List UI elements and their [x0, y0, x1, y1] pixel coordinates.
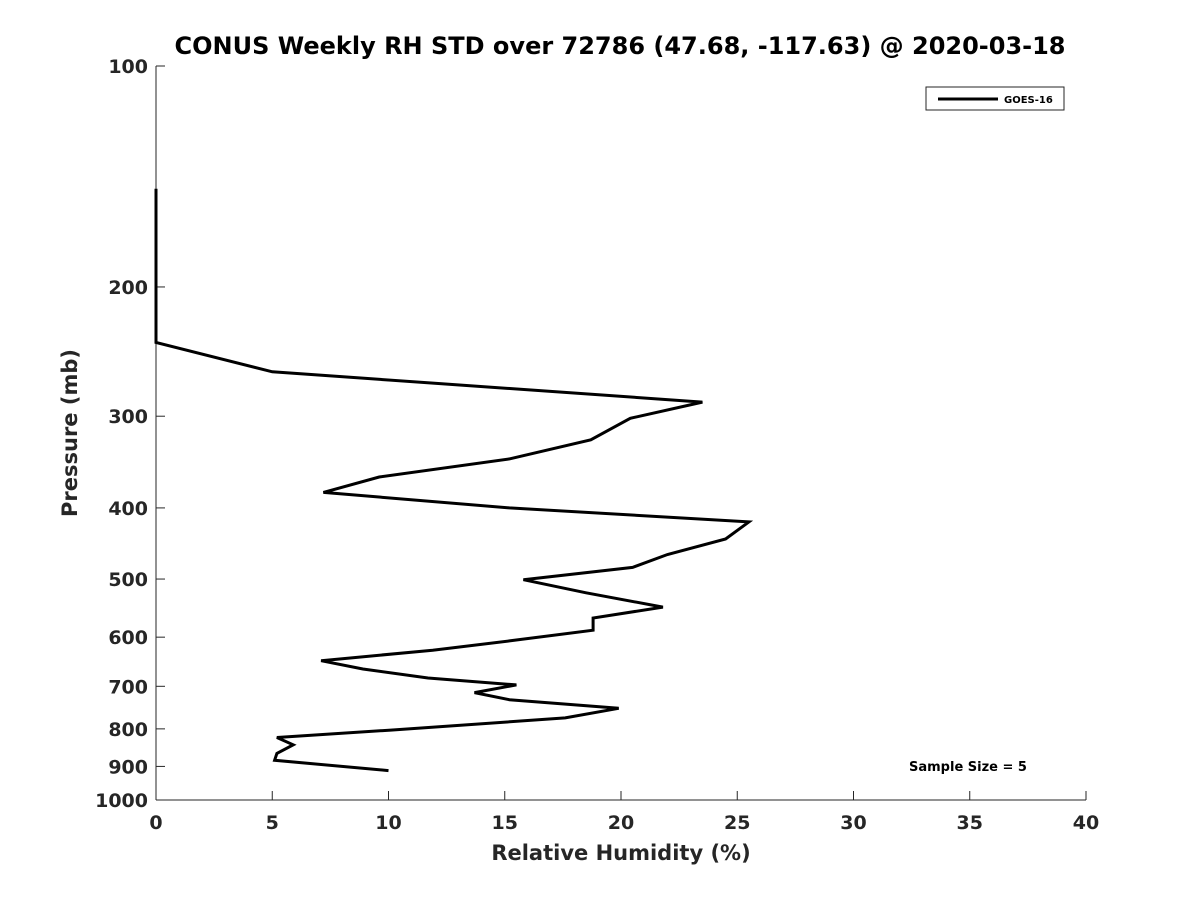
- x-axis-ticks: 0 5 10 15 20 25 30 35 40: [149, 791, 1099, 834]
- y-tick-label: 200: [108, 277, 148, 299]
- y-axis-ticks: 100 200 300 400 500 600 700 800 900 1000: [95, 56, 165, 812]
- x-tick-label: 10: [375, 812, 401, 834]
- sample-size-annotation: Sample Size = 5: [909, 760, 1027, 775]
- y-tick-label: 100: [108, 56, 148, 78]
- legend: GOES-16: [925, 86, 1065, 111]
- x-axis-label: Relative Humidity (%): [491, 841, 750, 865]
- y-tick-label: 700: [108, 676, 148, 698]
- x-tick-label: 20: [608, 812, 634, 834]
- y-tick-label: 500: [108, 569, 148, 591]
- y-tick-label: 300: [108, 406, 148, 428]
- y-tick-label: 800: [108, 719, 148, 741]
- x-tick-label: 5: [266, 812, 279, 834]
- x-tick-label: 15: [492, 812, 518, 834]
- y-axis-label: Pressure (mb): [58, 349, 82, 517]
- legend-label-goes-16: GOES-16: [1004, 95, 1053, 106]
- chart-title: CONUS Weekly RH STD over 72786 (47.68, -…: [174, 32, 1065, 60]
- x-tick-label: 30: [840, 812, 866, 834]
- x-tick-label: 40: [1073, 812, 1099, 834]
- y-tick-label: 900: [108, 756, 148, 778]
- x-tick-label: 35: [957, 812, 983, 834]
- series-layer: [154, 188, 754, 773]
- plot-area: [156, 66, 1086, 800]
- series-line-goes-16: [154, 188, 754, 773]
- x-tick-label: 0: [149, 812, 162, 834]
- x-tick-label: 25: [724, 812, 750, 834]
- y-tick-label: 400: [108, 498, 148, 520]
- y-tick-label: 1000: [95, 790, 148, 812]
- y-tick-label: 600: [108, 627, 148, 649]
